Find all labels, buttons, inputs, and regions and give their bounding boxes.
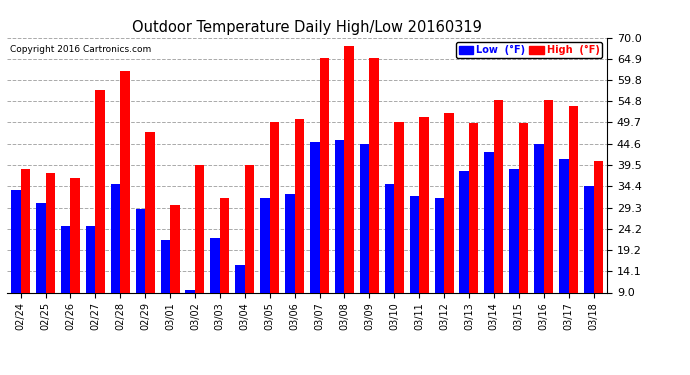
Bar	[36, 202, 46, 292]
Bar	[410, 196, 419, 292]
Bar	[46, 173, 55, 292]
Bar	[310, 142, 319, 292]
Bar	[120, 71, 130, 292]
Bar	[295, 119, 304, 292]
Bar	[195, 165, 204, 292]
Bar	[86, 226, 95, 292]
Bar	[460, 171, 469, 292]
Legend: Low  (°F), High  (°F): Low (°F), High (°F)	[455, 42, 602, 58]
Text: Copyright 2016 Cartronics.com: Copyright 2016 Cartronics.com	[10, 45, 151, 54]
Bar	[369, 58, 379, 292]
Bar	[360, 144, 369, 292]
Bar	[161, 240, 170, 292]
Bar	[593, 161, 603, 292]
Bar	[335, 140, 344, 292]
Bar	[145, 132, 155, 292]
Bar	[419, 117, 428, 292]
Bar	[509, 169, 519, 292]
Bar	[519, 123, 529, 292]
Bar	[111, 184, 120, 292]
Bar	[220, 198, 229, 292]
Bar	[559, 159, 569, 292]
Bar	[260, 198, 270, 292]
Bar	[444, 113, 453, 292]
Bar	[385, 184, 394, 292]
Bar	[569, 106, 578, 292]
Bar	[344, 46, 354, 292]
Bar	[285, 194, 295, 292]
Bar	[469, 123, 478, 292]
Bar	[61, 226, 70, 292]
Bar	[584, 186, 593, 292]
Bar	[21, 169, 30, 292]
Title: Outdoor Temperature Daily High/Low 20160319: Outdoor Temperature Daily High/Low 20160…	[132, 20, 482, 35]
Bar	[544, 100, 553, 292]
Bar	[494, 100, 503, 292]
Bar	[70, 177, 80, 292]
Bar	[534, 144, 544, 292]
Bar	[319, 58, 329, 292]
Bar	[394, 122, 404, 292]
Bar	[186, 290, 195, 292]
Bar	[270, 122, 279, 292]
Bar	[11, 190, 21, 292]
Bar	[95, 90, 105, 292]
Bar	[235, 266, 245, 292]
Bar	[170, 205, 179, 292]
Bar	[210, 238, 220, 292]
Bar	[484, 153, 494, 292]
Bar	[245, 165, 254, 292]
Bar	[435, 198, 444, 292]
Bar	[136, 209, 145, 292]
